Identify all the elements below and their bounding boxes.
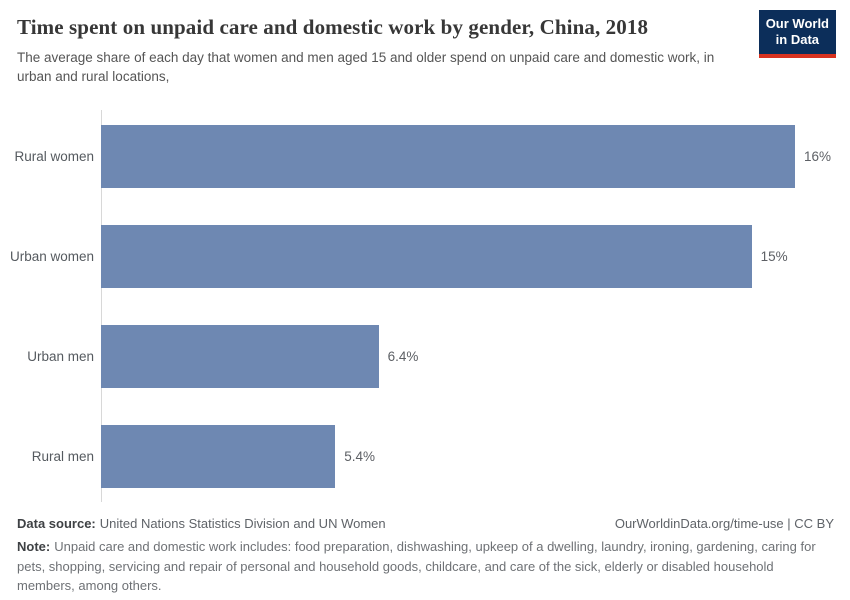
bar-row: Urban men 6.4% — [0, 306, 850, 406]
chart-subtitle: The average share of each day that women… — [17, 50, 715, 84]
bar-row: Rural women 16% — [0, 106, 850, 206]
header-text: Time spent on unpaid care and domestic w… — [17, 15, 737, 86]
data-source: Data source: United Nations Statistics Di… — [17, 516, 386, 531]
source-row: Data source: United Nations Statistics Di… — [17, 516, 834, 531]
footer: Data source: United Nations Statistics Di… — [0, 516, 850, 596]
data-source-text: United Nations Statistics Division and U… — [99, 516, 386, 532]
bar[interactable] — [101, 324, 379, 388]
bar[interactable] — [101, 424, 336, 488]
header: Time spent on unpaid care and domestic w… — [0, 0, 850, 86]
attribution-link[interactable]: OurWorldinData.org/time-use | CC BY — [614, 516, 834, 532]
bar[interactable] — [101, 124, 795, 188]
bar-chart: Rural women 16% Urban women 15% Urban men 6.4… — [0, 106, 850, 506]
chart-title: Time spent on unpaid care and domestic w… — [17, 15, 649, 39]
bar-row: Rural men 5.4% — [0, 406, 850, 506]
value-label: 6.4% — [387, 348, 419, 364]
value-label: 5.4% — [344, 448, 375, 464]
note-text: Unpaid care and domestic work includes: … — [17, 539, 816, 594]
category-label: Urban women — [9, 248, 94, 264]
note-label: Note: — [17, 539, 51, 555]
owid-logo-line2: in Data — [775, 32, 820, 48]
bar[interactable] — [101, 224, 752, 288]
bar-row: Urban women 15% — [0, 206, 850, 306]
category-label: Urban men — [27, 348, 94, 364]
owid-logo-line1: Our World — [765, 16, 829, 31]
owid-logo[interactable]: Our World in Data — [758, 10, 836, 58]
value-label: 16% — [804, 148, 832, 164]
data-source-label: Data source: — [17, 516, 96, 532]
category-label: Rural men — [31, 448, 94, 464]
y-axis-line — [101, 110, 102, 503]
note: Note: Unpaid care and domestic work inclu… — [17, 537, 834, 596]
category-label: Rural women — [14, 148, 94, 164]
value-label: 15% — [760, 248, 788, 264]
